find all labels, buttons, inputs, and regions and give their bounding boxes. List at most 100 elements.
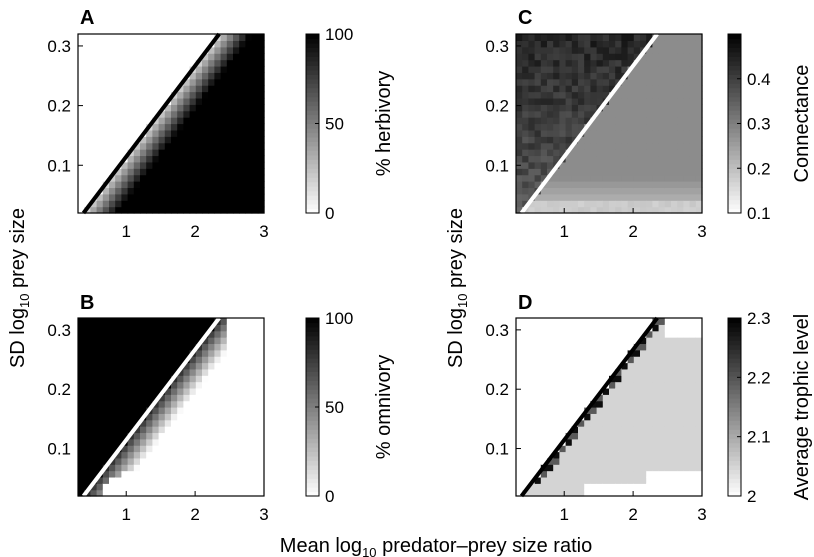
heatmap-cell (214, 330, 222, 338)
heatmap-cell (652, 362, 660, 370)
colorbar-segment (306, 344, 319, 350)
heatmap-cell (257, 65, 265, 73)
heatmap-cell (226, 476, 234, 484)
heatmap-cell (245, 72, 253, 80)
heatmap-cell (683, 432, 691, 440)
heatmap-cell (571, 174, 579, 182)
heatmap-cell (239, 46, 246, 54)
heatmap-cell (109, 142, 116, 150)
heatmap-cell (127, 123, 135, 131)
heatmap-cell (233, 451, 240, 459)
heatmap-cell (646, 155, 653, 163)
heatmap-cell (251, 451, 259, 459)
heatmap-cell (578, 123, 585, 131)
heatmap-cell (627, 356, 635, 364)
heatmap-cell (78, 438, 85, 446)
heatmap-cell (251, 161, 259, 169)
heatmap-cell (571, 200, 579, 208)
heatmap-cell (609, 413, 616, 421)
heatmap-cell (251, 117, 259, 125)
heatmap-cell (671, 149, 678, 157)
heatmap-cell (152, 129, 160, 137)
heatmap-cell (96, 407, 104, 414)
heatmap-cell (140, 187, 147, 195)
heatmap-cell (677, 362, 684, 370)
heatmap-cell (171, 65, 178, 73)
heatmap-cell (109, 400, 116, 408)
heatmap-cell (140, 85, 147, 93)
heatmap-cell (84, 375, 91, 383)
heatmap-cell (220, 46, 228, 54)
heatmap-cell (233, 368, 240, 376)
heatmap-cell (633, 362, 641, 370)
heatmap-cell (602, 142, 610, 150)
heatmap-cell (627, 200, 635, 208)
heatmap-cell (202, 451, 209, 459)
heatmap-cell (547, 464, 554, 472)
heatmap-cell (615, 142, 622, 150)
heatmap-cell (208, 381, 215, 389)
heatmap-cell (233, 104, 240, 112)
heatmap-cell (84, 387, 91, 395)
heatmap-cell (251, 85, 259, 93)
heatmap-cell (96, 40, 104, 48)
heatmap-cell (621, 200, 629, 208)
heatmap-cell (220, 65, 228, 73)
heatmap-cell (578, 451, 585, 459)
heatmap-cell (652, 59, 660, 67)
heatmap-cell (158, 117, 166, 125)
heatmap-cell (109, 85, 116, 93)
heatmap-cell (528, 349, 536, 357)
colorbar-tick-label: 0.3 (747, 115, 771, 134)
heatmap-cell (239, 324, 246, 332)
heatmap-cell (615, 193, 622, 201)
heatmap-cell (584, 104, 591, 112)
colorbar-segment (306, 451, 319, 457)
heatmap-cell (164, 34, 172, 41)
heatmap-cell (257, 142, 265, 150)
heatmap-cell (534, 59, 542, 67)
heatmap-cell (540, 483, 548, 491)
heatmap-cell (640, 368, 647, 376)
heatmap-cell (133, 362, 141, 370)
heatmap-cell (152, 65, 160, 73)
heatmap-cell (615, 451, 622, 459)
heatmap-cell (195, 155, 203, 163)
heatmap-cell (152, 324, 160, 332)
heatmap-cell (183, 161, 191, 169)
heatmap-cell (78, 432, 85, 440)
heatmap-cell (233, 362, 240, 370)
heatmap-cell (189, 174, 197, 182)
heatmap-cell (102, 193, 110, 201)
heatmap-cell (195, 46, 203, 54)
heatmap-cell (96, 65, 104, 73)
heatmap-cell (115, 97, 122, 105)
heatmap-cell (621, 349, 629, 357)
heatmap-cell (233, 343, 240, 351)
heatmap-cell (183, 117, 191, 125)
heatmap-cell (202, 97, 209, 105)
heatmap-cell (516, 187, 523, 195)
heatmap-cell (183, 400, 191, 408)
heatmap-cell (220, 91, 228, 99)
heatmap-cell (664, 445, 672, 453)
heatmap-cell (565, 59, 573, 67)
heatmap-cell (627, 72, 635, 80)
heatmap-cell (233, 457, 240, 465)
heatmap-cell (189, 129, 197, 137)
heatmap-cell (578, 381, 585, 389)
heatmap-cell (177, 59, 184, 67)
heatmap-cell (640, 78, 647, 86)
heatmap-cell (96, 85, 104, 93)
colorbar-segment (728, 424, 741, 430)
heatmap-cell (683, 387, 691, 395)
heatmap-cell (183, 53, 191, 61)
heatmap-cell (96, 142, 104, 150)
heatmap-cell (609, 318, 616, 325)
heatmap-cell (633, 40, 641, 48)
colorbar-segment (728, 415, 741, 421)
heatmap-cell (571, 413, 579, 421)
heatmap-cell (78, 91, 85, 99)
heatmap-cell (596, 91, 604, 99)
